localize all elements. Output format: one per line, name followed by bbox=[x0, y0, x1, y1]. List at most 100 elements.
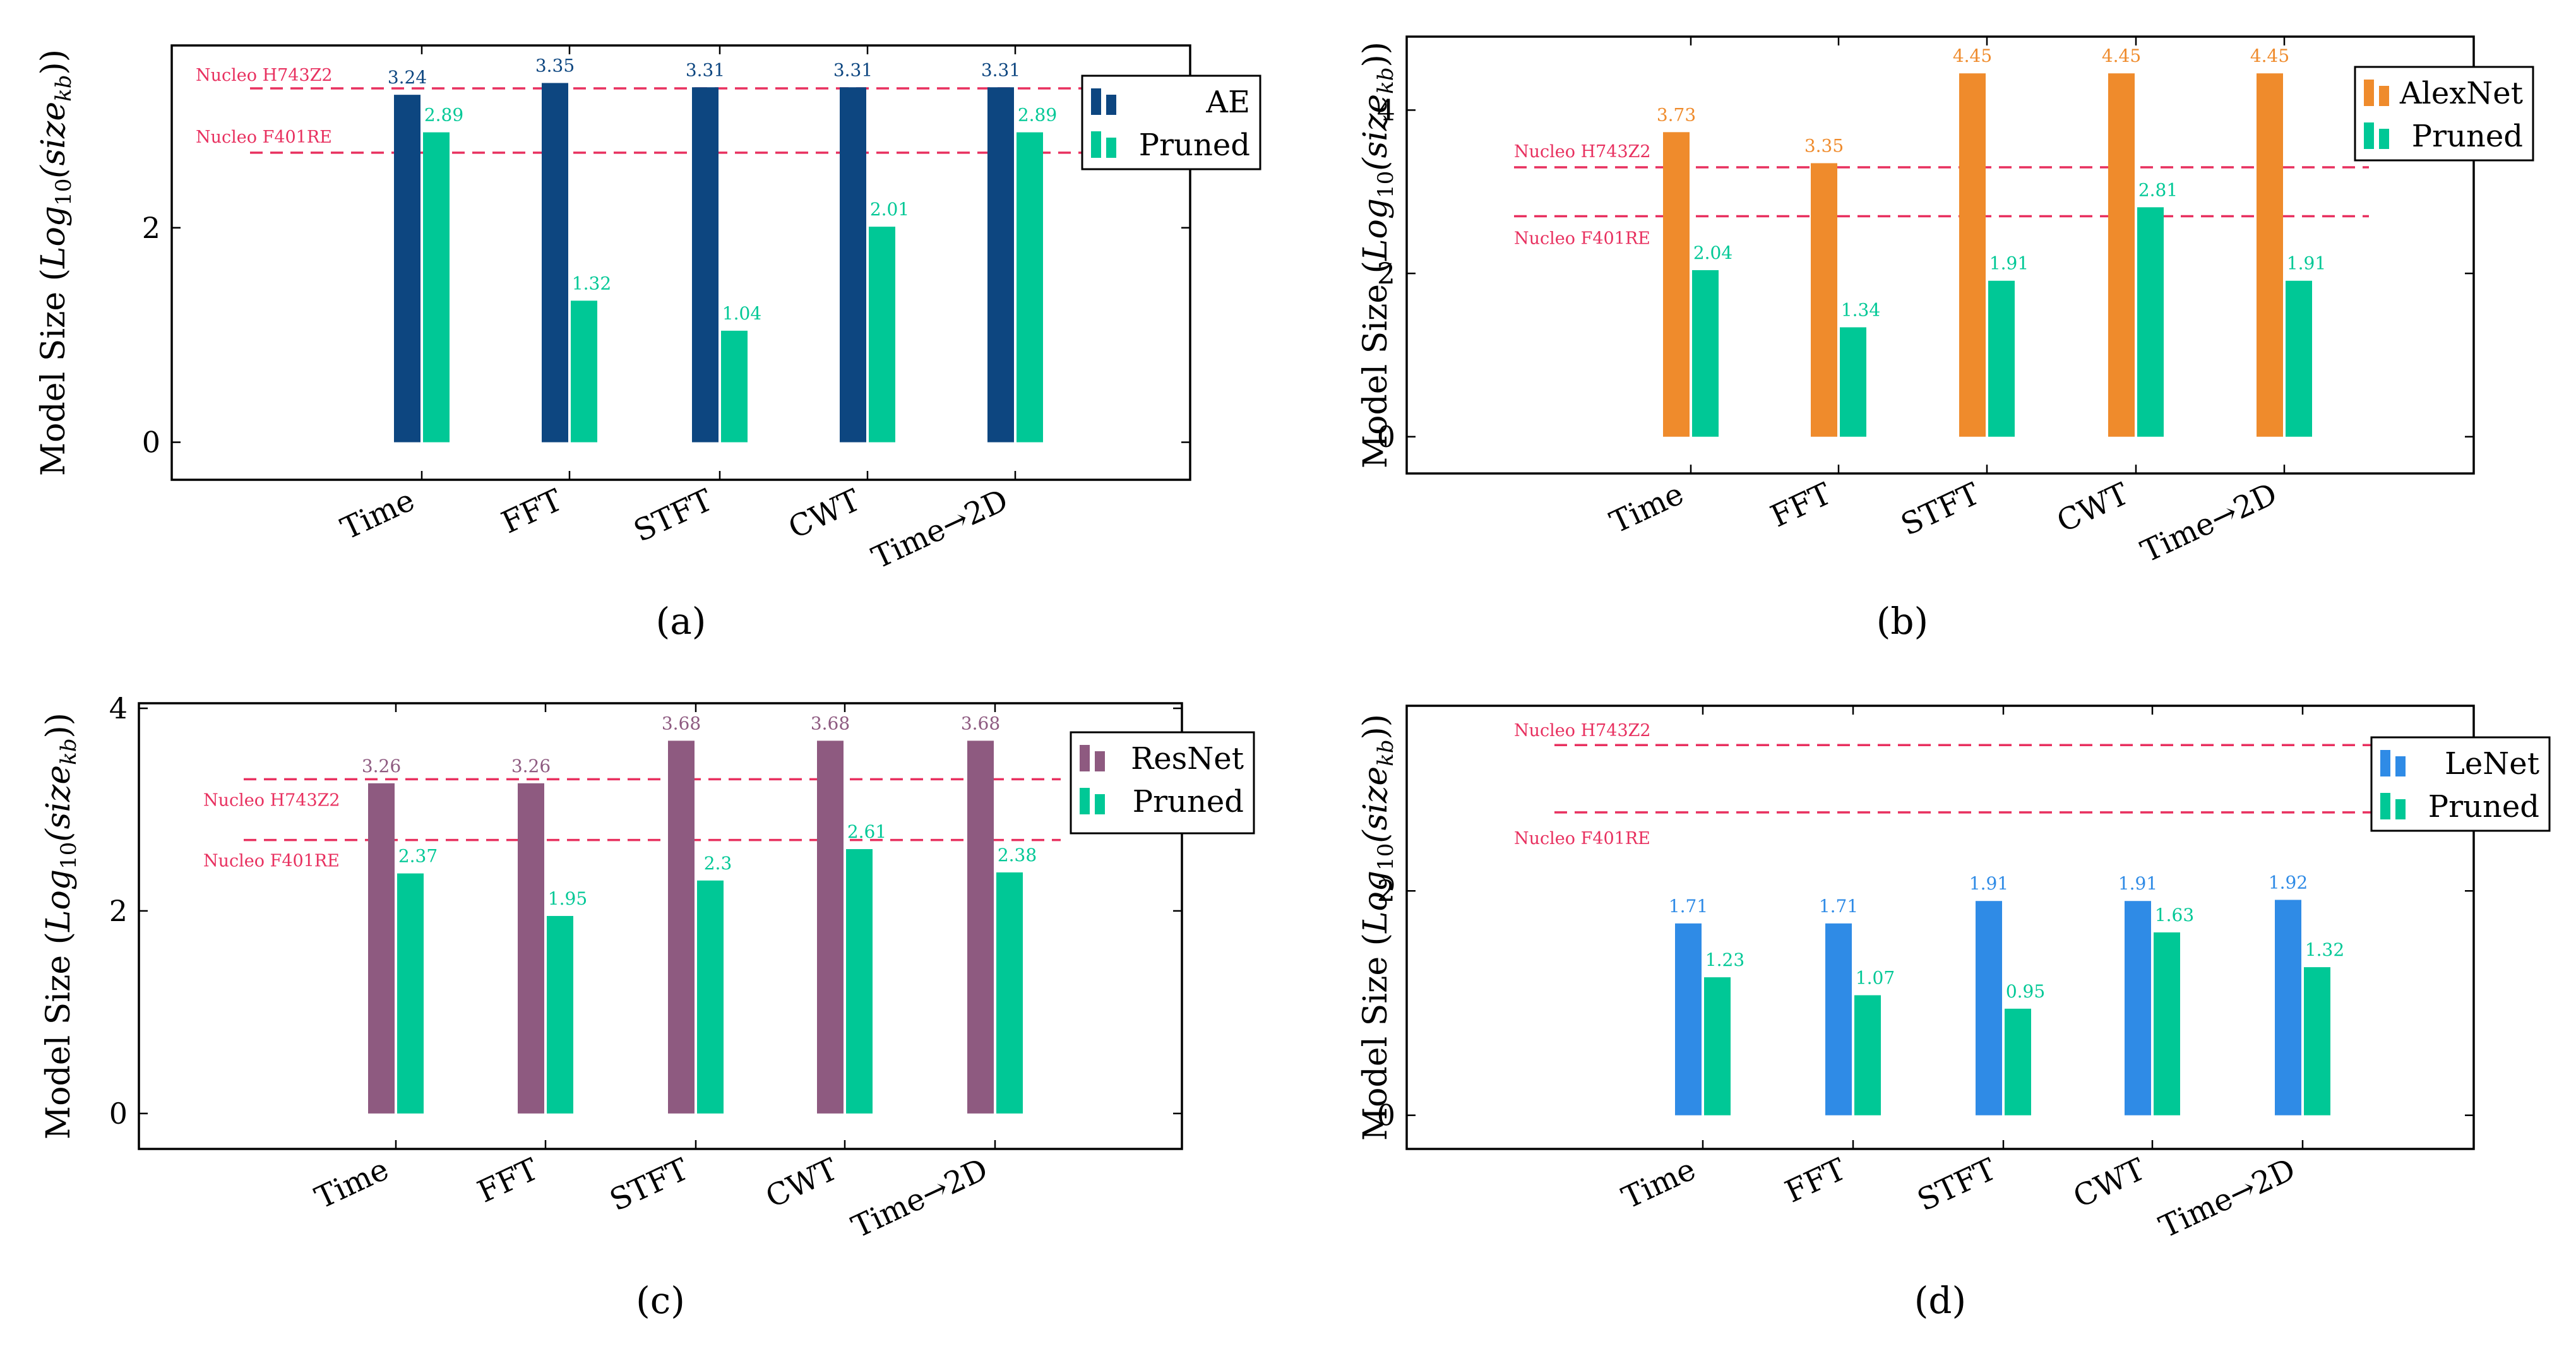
legend-swatch bbox=[2395, 799, 2406, 819]
data-label: 1.71 bbox=[1669, 896, 1708, 917]
data-label: 1.92 bbox=[2269, 872, 2308, 893]
data-label: 1.91 bbox=[1989, 253, 2029, 274]
data-label: 3.31 bbox=[981, 59, 1020, 80]
bar-pruned bbox=[423, 132, 450, 443]
legend-swatch bbox=[1080, 788, 1090, 814]
legend-label: Pruned bbox=[1139, 128, 1250, 163]
legend-swatch bbox=[1095, 751, 1105, 771]
bar-pruned bbox=[2005, 1008, 2031, 1115]
bar-lenet bbox=[2275, 900, 2301, 1115]
x-tick-label: STFT bbox=[1912, 1151, 2001, 1218]
reference-line-label: Nucleo H743Z2 bbox=[1514, 721, 1651, 740]
bar-pruned bbox=[571, 300, 597, 443]
data-label: 2.81 bbox=[2138, 179, 2178, 200]
bar-pruned bbox=[1017, 132, 1043, 443]
bar-alexnet bbox=[1811, 163, 1837, 437]
x-tick-label: CWT bbox=[760, 1151, 843, 1215]
x-tick-label: Time→2D bbox=[2135, 476, 2282, 569]
data-label: 4.45 bbox=[2250, 45, 2289, 66]
panel-c: 0 2 4 Model Size (Log10(sizekb)) Nucleo H743… bbox=[40, 691, 1255, 1322]
bar-pruned bbox=[846, 849, 873, 1114]
bar-alexnet bbox=[2257, 73, 2283, 437]
legend-label: ResNet bbox=[1131, 741, 1244, 776]
data-label: 3.73 bbox=[1657, 104, 1696, 125]
y-axis-label-math: Log bbox=[35, 206, 73, 269]
legend-swatch bbox=[1095, 794, 1105, 814]
sub-caption: (b) bbox=[1876, 600, 1928, 643]
data-label: 1.63 bbox=[2155, 905, 2194, 925]
data-label: 2.37 bbox=[398, 846, 438, 867]
data-label: 3.68 bbox=[961, 713, 1000, 734]
data-label: 3.35 bbox=[535, 55, 575, 76]
data-label: 1.91 bbox=[2118, 873, 2157, 894]
data-label: 2.01 bbox=[870, 199, 909, 220]
bar-resnet bbox=[668, 740, 695, 1114]
reference-line-label: Nucleo F401RE bbox=[196, 128, 332, 147]
y-axis-label-subscript: kb bbox=[1373, 740, 1398, 766]
x-tick-label: FFT bbox=[472, 1151, 544, 1210]
data-label: 3.31 bbox=[833, 59, 873, 80]
bar-ae bbox=[987, 87, 1014, 443]
y-axis-label-prefix: Model Size ( bbox=[1357, 933, 1395, 1141]
bar-pruned bbox=[721, 330, 748, 443]
y-tick-label: 0 bbox=[1377, 1098, 1395, 1133]
y-axis-label-math: (size bbox=[40, 765, 78, 842]
y-tick-label: 2 bbox=[142, 211, 160, 245]
data-label: 2.3 bbox=[704, 853, 732, 874]
sub-caption: (d) bbox=[1914, 1279, 1966, 1322]
reference-line-label: Nucleo F401RE bbox=[203, 852, 340, 871]
x-tick-label: CWT bbox=[2051, 476, 2134, 540]
bar-pruned bbox=[697, 880, 724, 1114]
data-label: 3.26 bbox=[362, 756, 401, 776]
y-tick-label: 0 bbox=[1377, 420, 1395, 454]
data-label: 2.04 bbox=[1693, 242, 1732, 263]
legend-swatch bbox=[2380, 750, 2390, 776]
plot-frame bbox=[1405, 35, 2475, 475]
data-label: 3.68 bbox=[662, 713, 701, 734]
y-axis-label-suffix: )) bbox=[1357, 714, 1395, 740]
y-axis-label-math: (size bbox=[1357, 766, 1395, 843]
plot-frame bbox=[170, 44, 1191, 481]
data-label: 1.71 bbox=[1819, 896, 1858, 917]
y-tick-label: 0 bbox=[142, 425, 160, 460]
bar-resnet bbox=[368, 783, 395, 1114]
reference-line-label: Nucleo H743Z2 bbox=[1514, 142, 1651, 162]
data-label: 1.23 bbox=[1705, 949, 1744, 970]
bar-pruned bbox=[2137, 207, 2164, 437]
bar-alexnet bbox=[1663, 132, 1690, 437]
bar-resnet bbox=[817, 740, 844, 1114]
y-axis-label-math: Log bbox=[40, 869, 78, 932]
bar-pruned bbox=[397, 873, 424, 1114]
legend-box bbox=[1070, 731, 1255, 835]
data-label: 3.24 bbox=[388, 67, 427, 88]
reference-line-label: Nucleo H743Z2 bbox=[203, 790, 340, 810]
data-label: 1.32 bbox=[2305, 939, 2344, 960]
bar-pruned bbox=[1704, 977, 1731, 1115]
data-label: 1.32 bbox=[572, 273, 611, 294]
y-tick-label: 4 bbox=[109, 691, 128, 725]
bar-resnet bbox=[967, 740, 994, 1114]
bar-ae bbox=[542, 83, 568, 443]
y-axis-label-suffix: )) bbox=[40, 713, 78, 739]
x-tick-label: FFT bbox=[496, 482, 568, 540]
bar-pruned bbox=[996, 872, 1023, 1114]
data-label: 0.95 bbox=[2006, 981, 2045, 1002]
bar-ae bbox=[394, 95, 420, 443]
reference-line-label: Nucleo F401RE bbox=[1514, 829, 1650, 848]
legend-label: Pruned bbox=[2412, 119, 2523, 154]
data-label: 3.26 bbox=[511, 756, 551, 776]
legend-swatch bbox=[2380, 793, 2390, 819]
legend-swatch bbox=[1091, 131, 1101, 158]
x-tick-label: Time bbox=[1616, 1151, 1701, 1216]
y-axis-label-math: (size bbox=[35, 102, 73, 179]
data-label: 2.89 bbox=[424, 105, 463, 126]
y-axis-label-suffix: )) bbox=[1357, 42, 1395, 68]
reference-line-label: Nucleo H743Z2 bbox=[196, 66, 333, 85]
data-label: 2.61 bbox=[847, 821, 886, 842]
bar-ae bbox=[840, 87, 866, 443]
x-tick-label: Time→2D bbox=[866, 482, 1013, 576]
y-tick-label: 2 bbox=[1377, 256, 1395, 290]
